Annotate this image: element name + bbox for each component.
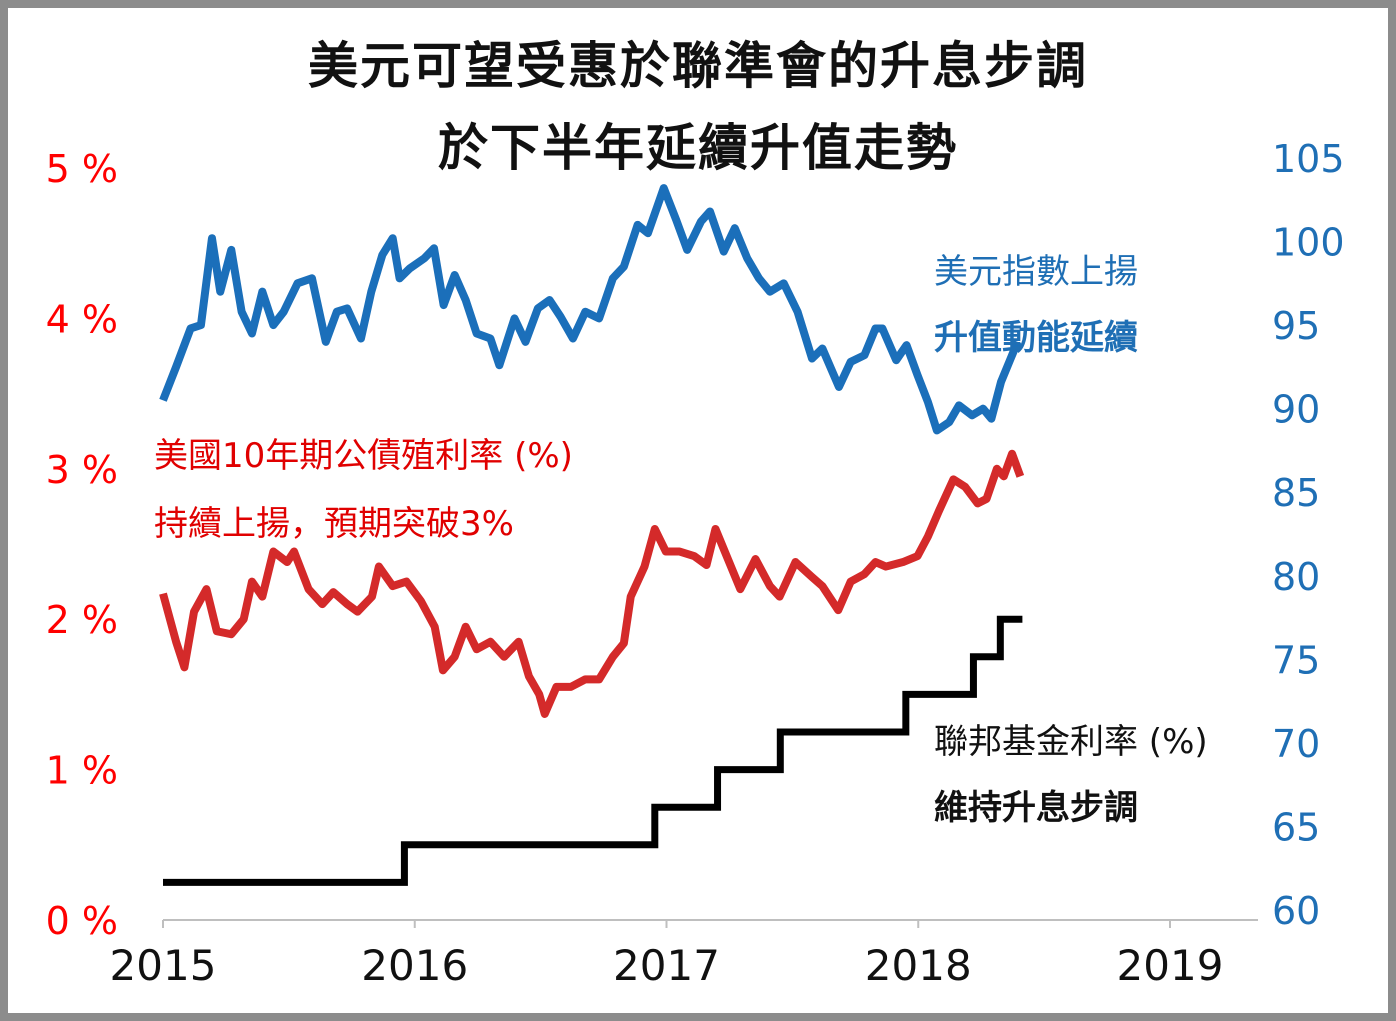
yield-annotation-line2: 持續上揚，預期突破3% <box>154 504 514 544</box>
dxy-annotation-line1: 美元指數上揚 <box>934 252 1138 292</box>
x-tick-label: 2019 <box>1117 941 1224 990</box>
left-tick-label: 1 % <box>46 749 118 793</box>
x-tick-label: 2016 <box>361 941 468 990</box>
dxy-annotation-line2: 升值動能延續 <box>934 318 1138 358</box>
x-tick-label: 2017 <box>613 941 720 990</box>
right-tick-label: 70 <box>1272 722 1320 766</box>
x-tick-label: 2015 <box>110 941 217 990</box>
chart-plot: 2015 2016 2017 2018 2019 0 % 1 % 2 % 3 % 4 % 5 % 60… <box>46 137 1345 990</box>
right-tick-label: 90 <box>1272 388 1320 432</box>
dxy-line <box>159 184 1022 435</box>
left-tick-label: 5 % <box>46 147 118 191</box>
left-tick-label: 0 % <box>46 899 118 943</box>
x-tick-label: 2018 <box>865 941 972 990</box>
chart-title-line1: 美元可望受惠於聯準會的升息步調 <box>308 37 1088 95</box>
right-tick-label: 60 <box>1272 889 1320 933</box>
right-tick-label: 105 <box>1272 137 1345 181</box>
right-tick-label: 85 <box>1272 471 1320 515</box>
right-tick-label: 65 <box>1272 805 1320 849</box>
left-tick-label: 4 % <box>46 297 118 341</box>
fed-annotation-line1: 聯邦基金利率 (%) <box>934 722 1208 762</box>
right-tick-label: 80 <box>1272 555 1320 599</box>
fed-annotation-line2: 維持升息步調 <box>934 788 1138 828</box>
chart-title-line2: 於下半年延續升值走勢 <box>438 119 958 177</box>
left-tick-label: 3 % <box>46 448 118 492</box>
left-tick-label: 2 % <box>46 598 118 642</box>
right-tick-label: 100 <box>1272 221 1345 265</box>
fed-funds-line <box>163 615 1023 886</box>
yield-annotation-line1: 美國10年期公債殖利率 (%) <box>154 436 573 476</box>
yield-line <box>159 449 1025 718</box>
right-tick-label: 95 <box>1272 304 1320 348</box>
right-tick-label: 75 <box>1272 638 1320 682</box>
